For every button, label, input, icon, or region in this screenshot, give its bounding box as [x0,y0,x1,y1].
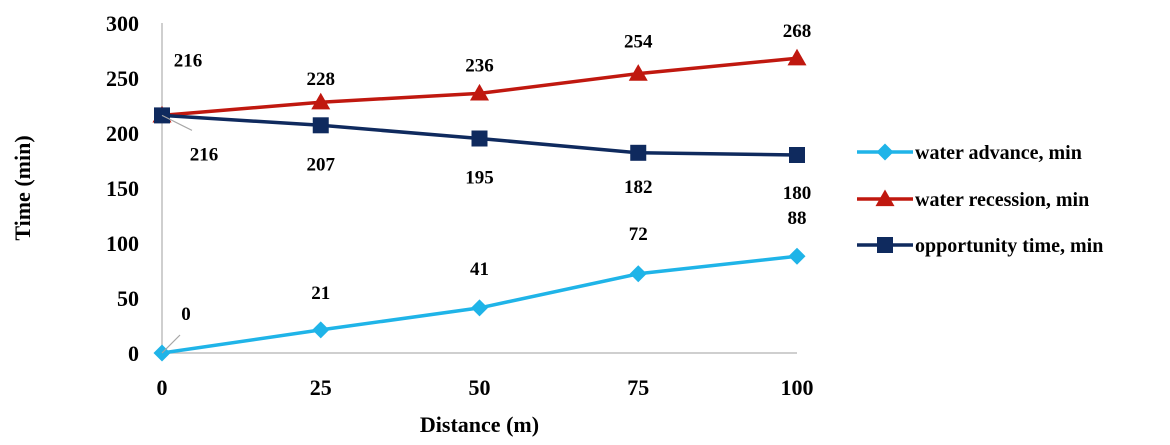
data-label: 236 [465,55,494,76]
data-point [471,299,488,317]
x-tick-labels: 0 25 50 75 100 [157,375,814,400]
label-leader-line [161,334,181,354]
legend-item-water-advance-min: water advance, min [857,142,1082,164]
data-label: 228 [307,69,336,90]
data-label: 0 [181,304,191,325]
data-label: 216 [190,144,219,165]
y-tick-label: 50 [117,286,139,311]
series-layer [152,48,807,362]
legend: water advance, min water recession, min op… [857,142,1103,257]
x-tick-label: 0 [157,375,168,400]
data-point [471,130,488,147]
data-label: 21 [311,283,330,304]
series-water-advance-min [153,247,806,362]
legend-label: water recession, min [915,189,1089,211]
y-axis-title: Time (min) [10,135,35,240]
data-labels: 0 21 41 72 88 216 228 236 254 268 216 207 195 182 180 [161,21,812,354]
x-tick-label: 100 [781,375,814,400]
data-point [789,147,805,163]
data-point [312,321,330,339]
data-label: 268 [783,21,812,42]
legend-item-water-recession-min: water recession, min [857,189,1089,211]
data-point [311,92,331,110]
data-point [628,64,648,81]
data-point [630,144,647,161]
y-tick-labels: 0 50 100 150 200 250 300 [106,11,139,366]
legend-marker [875,189,895,207]
y-tick-label: 100 [106,231,139,256]
y-tick-label: 200 [106,121,139,146]
data-label: 254 [624,32,653,53]
legend-item-opportunity-time-min: opportunity time, min [857,235,1103,257]
data-label: 72 [629,224,648,245]
data-label: 180 [783,183,812,204]
data-label: 88 [788,208,807,229]
legend-label: water advance, min [915,142,1082,164]
data-label: 41 [470,259,489,280]
data-label: 207 [307,154,336,175]
data-label: 195 [465,168,494,189]
data-point [788,247,806,265]
y-tick-label: 0 [128,341,139,366]
series-opportunity-time-min [154,107,805,163]
data-point [312,117,329,134]
data-point [629,265,647,283]
x-tick-label: 75 [627,375,649,400]
axes [161,23,797,354]
y-tick-label: 250 [106,66,139,91]
data-label: 182 [624,177,653,198]
legend-marker [877,237,893,253]
data-point [470,83,489,101]
x-tick-label: 25 [310,375,332,400]
x-axis-title: Distance (m) [420,412,539,437]
data-label: 216 [174,50,203,71]
label-leader-line [161,114,193,131]
legend-marker [876,143,894,161]
data-point [787,48,807,66]
x-tick-label: 50 [469,375,491,400]
legend-label: opportunity time, min [915,235,1103,257]
y-tick-label: 150 [106,176,139,201]
y-tick-label: 300 [106,11,139,36]
